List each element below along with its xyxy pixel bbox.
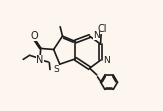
Text: S: S [53, 65, 59, 74]
Text: N: N [104, 56, 110, 65]
Text: Cl: Cl [98, 24, 107, 34]
Text: O: O [30, 31, 38, 41]
Text: N: N [93, 31, 99, 40]
Text: N: N [36, 55, 44, 64]
